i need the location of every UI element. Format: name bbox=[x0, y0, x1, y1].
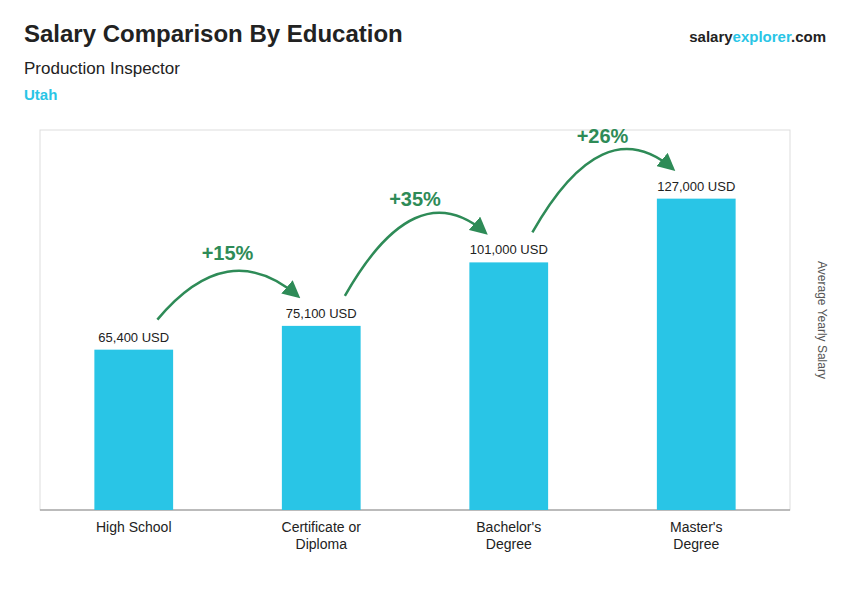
arrow bbox=[157, 271, 297, 320]
annotation: +15% bbox=[202, 242, 254, 264]
y-axis-label: Average Yearly Salary bbox=[815, 261, 829, 379]
annotation: +26% bbox=[577, 125, 629, 147]
title: Salary Comparison By Education bbox=[24, 20, 403, 47]
branding: salaryexplorer.com bbox=[689, 28, 826, 45]
bar bbox=[469, 262, 548, 510]
arrow bbox=[345, 213, 485, 296]
x-tick-label: Certificate orDiploma bbox=[282, 519, 362, 552]
value-label: 127,000 USD bbox=[657, 179, 735, 194]
x-tick-label: Bachelor'sDegree bbox=[476, 519, 541, 552]
annotation: +35% bbox=[389, 188, 441, 210]
chart: Salary Comparison By Education Production… bbox=[0, 0, 850, 606]
branding-part: .com bbox=[791, 28, 826, 45]
value-label: 75,100 USD bbox=[286, 306, 357, 321]
bar bbox=[94, 350, 173, 510]
value-label: 101,000 USD bbox=[470, 242, 548, 257]
location: Utah bbox=[24, 86, 57, 103]
plot-frame bbox=[40, 130, 790, 510]
x-tick-label: Master'sDegree bbox=[670, 519, 722, 552]
bar bbox=[282, 326, 361, 510]
arrow bbox=[532, 149, 672, 232]
branding-part: salary bbox=[689, 28, 733, 45]
x-tick-label: High School bbox=[96, 519, 172, 535]
bars bbox=[94, 199, 735, 510]
branding-part: explorer bbox=[733, 28, 792, 45]
bar bbox=[657, 199, 736, 510]
value-label: 65,400 USD bbox=[98, 330, 169, 345]
subtitle: Production Inspector bbox=[24, 59, 180, 78]
